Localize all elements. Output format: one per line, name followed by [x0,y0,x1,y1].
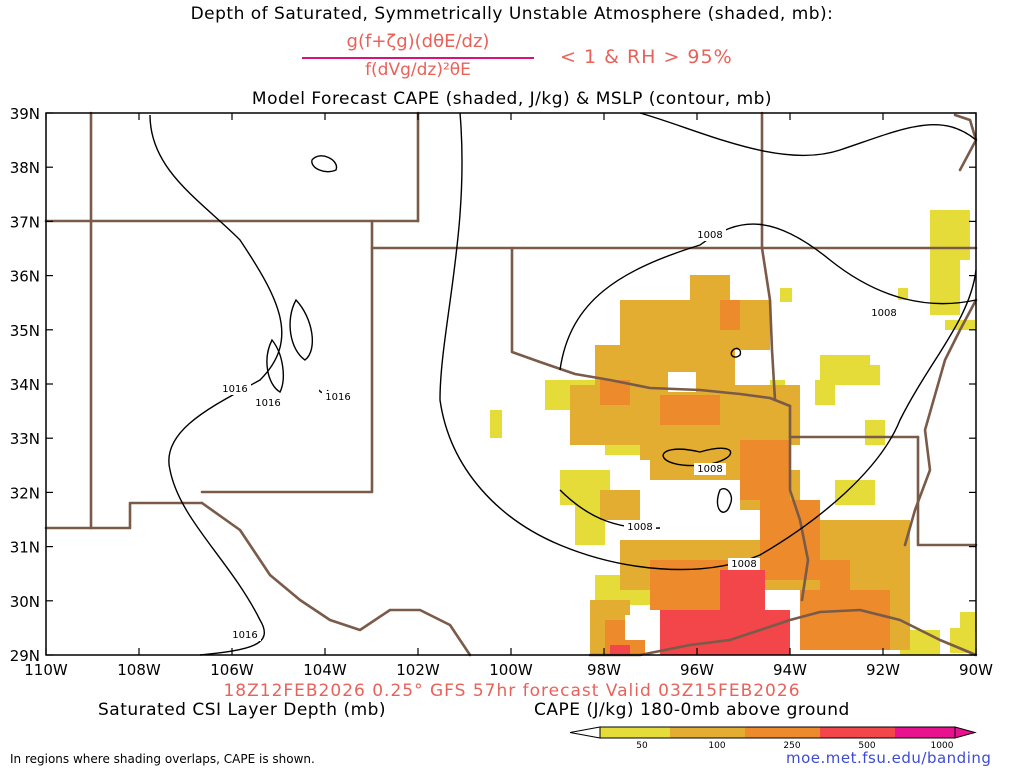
cape-cell [720,300,740,330]
lat-label: 33N [10,430,40,448]
border-tx-la [788,404,810,602]
lat-label: 37N [10,213,40,231]
cape-cell [660,395,720,425]
isobar-label: 1008 [627,522,652,533]
title-line-2: Model Forecast CAPE (shaded, J/kg) & MSL… [251,89,773,109]
lon-label: 108W [117,661,161,679]
cape-colorbar: 50 100 250 500 1000 [569,726,977,751]
cape-gap [625,615,650,640]
source-url-link[interactable]: moe.met.fsu.edu/banding [786,749,992,767]
isobar-label: 1016 [232,630,257,641]
colorbar-segment [895,727,955,738]
title-line-1: Depth of Saturated, Symmetrically Unstab… [190,4,834,24]
lat-label: 36N [10,268,40,286]
border-river [903,298,978,547]
colorbar-segment [745,727,820,738]
cape-cell [490,410,502,438]
fraction-denominator: f(dVg/dz)²θE [365,60,471,80]
cape-cell [720,570,765,615]
state-borders [44,111,978,657]
cape-cell [960,612,976,632]
isobar-label: 1016 [325,392,350,403]
cape-cell [740,440,790,500]
cape-cell [800,590,890,650]
cape-cell [600,490,640,520]
cape-cell [780,288,792,302]
lat-label: 39N [10,105,40,123]
cape-cell [815,380,835,405]
colorbar-segment [600,727,670,738]
border-tx-panhandle [510,246,792,408]
border-coast-bay [953,113,978,172]
isobar-labels: 1016 1016 1016 1016 1008 1008 1008 1008 1008 [219,229,900,641]
border-ok-ar [760,111,777,402]
lon-label: 98W [587,661,621,679]
csi-legend-label: Saturated CSI Layer Depth (mb) [98,700,387,720]
lon-label: 100W [489,661,533,679]
cape-cell [930,255,960,315]
colorbar-tick-label: 250 [783,741,800,751]
colorbar-segment [670,727,745,738]
lat-label: 34N [10,376,40,394]
lon-label: 102W [396,661,440,679]
lon-label: 110W [24,661,68,679]
cape-shading [490,210,976,655]
latitude-labels: 39N 38N 37N 36N 35N 34N 33N 32N 31N 30N 29N [10,105,40,665]
cape-cell [860,365,880,385]
lon-label: 90W [959,661,993,679]
latitude-ticks [46,112,976,656]
cape-gap [615,460,650,485]
colorbar-tick-label: 1000 [931,741,954,751]
fraction-numerator: g(f+ζg)(dθE/dz) [346,31,490,52]
cape-cell [930,210,970,260]
lat-label: 29N [10,647,40,665]
lat-label: 35N [10,322,40,340]
cape-cell [820,560,850,595]
colorbar-tick-label: 50 [636,741,648,751]
valid-time-line: 18Z12FEB2026 0.25° GFS 57hr forecast Val… [223,681,801,701]
border-nm-south [200,246,374,494]
cape-legend-label: CAPE (J/kg) 180-0mb above ground [534,700,850,720]
cape-cell [945,320,975,330]
border-mx-rio [200,501,472,657]
cape-cell [760,500,820,580]
lat-label: 32N [10,484,40,502]
lon-label: 92W [866,661,900,679]
cape-cell [898,288,908,300]
colorbar-tick-label: 100 [708,741,725,751]
colorbar-tick-label: 500 [858,741,875,751]
isobar-label: 1016 [255,398,280,409]
colorbar-low-end [569,726,601,739]
fraction-bar [302,57,534,59]
isobar-label: 1008 [697,230,722,241]
colorbar-high-end [954,726,977,739]
overlap-note: In regions where shading overlaps, CAPE … [10,752,315,766]
lon-label: 94W [773,661,807,679]
lon-label: 96W [680,661,714,679]
lon-label: 106W [210,661,254,679]
longitude-ticks [45,113,977,655]
isobar-label: 1016 [222,384,247,395]
cape-cell [610,645,630,655]
isobar-label: 1008 [731,559,756,570]
longitude-labels: 110W 108W 106W 104W 102W 100W 98W 96W 94W 92W 90W [24,661,993,679]
isobar-label: 1008 [871,308,896,319]
cape-gap [668,372,696,392]
lat-label: 31N [10,539,40,557]
lon-label: 104W [303,661,347,679]
border-coast-tx [588,608,978,657]
lat-label: 38N [10,159,40,177]
border-ms [916,435,978,547]
colorbar-segment [820,727,895,738]
mslp-contours [149,112,977,656]
csi-condition: < 1 & RH > 95% [560,46,733,68]
cape-cell [865,420,885,445]
lat-label: 30N [10,593,40,611]
border-az-mx [44,501,204,530]
isobar-label: 1008 [697,464,722,475]
